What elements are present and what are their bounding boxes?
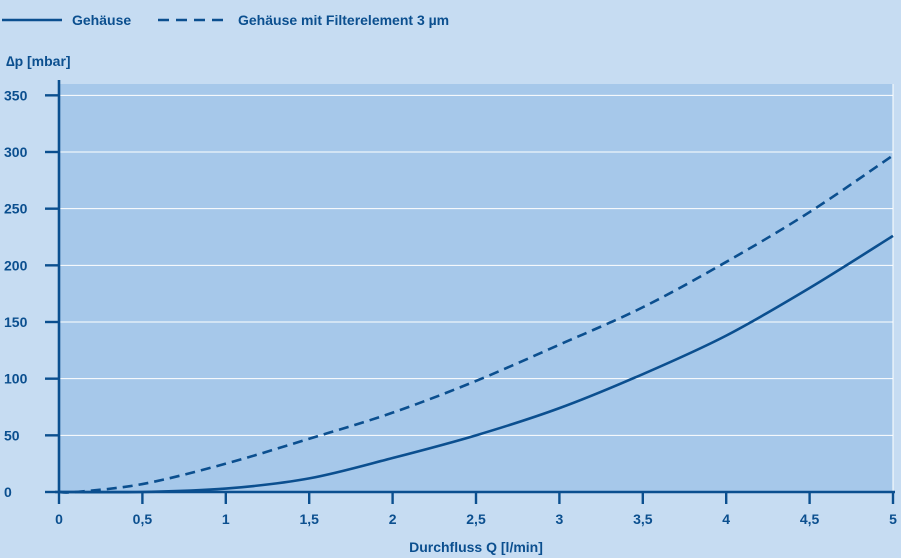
- x-tick-label-2: 1: [222, 511, 230, 527]
- ticks: 0 50 100 150 200 250 300 350 0 0,5 1 1,5 2 2,5 3 3,5 4 4,…: [4, 87, 897, 527]
- x-tick-label-5: 2,5: [466, 511, 486, 527]
- legend-label-series-2: Gehäuse mit Filterelement 3 µm: [238, 12, 449, 28]
- x-tick-label-10: 5: [889, 511, 897, 527]
- y-tick-label-7: 350: [4, 87, 28, 103]
- legend: Gehäuse Gehäuse mit Filterelement 3 µm: [2, 12, 449, 28]
- legend-label-series-1: Gehäuse: [72, 12, 131, 28]
- y-tick-label-0: 0: [4, 484, 12, 500]
- x-tick-label-4: 2: [389, 511, 397, 527]
- y-tick-label-5: 250: [4, 201, 28, 217]
- x-tick-label-8: 4: [722, 511, 730, 527]
- y-tick-label-3: 150: [4, 314, 28, 330]
- series-line-2: [58, 154, 894, 494]
- y-tick-label-6: 300: [4, 144, 28, 160]
- data-lines: [58, 154, 894, 494]
- y-tick-label-2: 100: [4, 371, 28, 387]
- y-tick-label-1: 50: [4, 427, 20, 443]
- x-tick-label-3: 1,5: [299, 511, 319, 527]
- x-tick-label-9: 4,5: [800, 511, 820, 527]
- y-axis-label: ∆p [mbar]: [6, 53, 71, 69]
- x-tick-label-6: 3: [556, 511, 564, 527]
- plot-area: [59, 84, 893, 492]
- series-line-1: [58, 234, 894, 494]
- y-tick-label-4: 200: [4, 257, 28, 273]
- x-tick-label-0: 0: [55, 511, 63, 527]
- x-tick-label-7: 3,5: [633, 511, 653, 527]
- x-axis-label: Durchfluss Q [l/min]: [409, 539, 543, 555]
- gridlines: [59, 84, 894, 492]
- x-tick-label-1: 0,5: [133, 511, 153, 527]
